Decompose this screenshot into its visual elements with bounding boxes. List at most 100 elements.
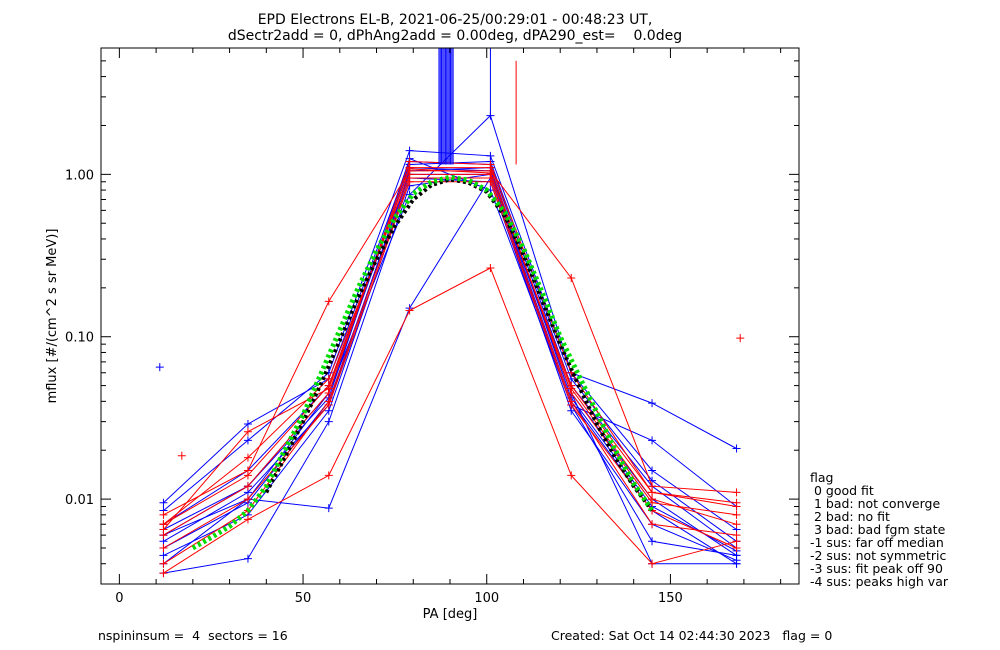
data-point-marker bbox=[159, 559, 168, 568]
series-line-red bbox=[163, 170, 737, 516]
legend: flag 0 good fit 1 bad: not converge 2 ba… bbox=[810, 470, 949, 589]
data-point-marker bbox=[159, 510, 168, 519]
data-point-marker bbox=[567, 273, 576, 282]
series-line-red bbox=[163, 267, 737, 574]
data-point-marker bbox=[648, 520, 657, 529]
data-point-marker bbox=[648, 559, 657, 568]
legend-item: 1 bad: not converge bbox=[810, 496, 940, 511]
x-tick-label: 50 bbox=[295, 591, 312, 606]
series-line-blue bbox=[163, 150, 737, 530]
legend-item: -1 sus: far off median bbox=[810, 535, 944, 550]
data-layer bbox=[155, 48, 745, 578]
data-point-marker bbox=[405, 177, 414, 186]
series-line-blue bbox=[163, 173, 737, 574]
x-tick-label: 150 bbox=[658, 591, 683, 606]
chart-subtitle: dSectr2add = 0, dPhAng2add = 0.00deg, dP… bbox=[228, 28, 682, 44]
axis-layer: 0 50 100 150 0.01 0.10 1.00 bbox=[65, 47, 799, 606]
x-tick-label: 100 bbox=[474, 591, 499, 606]
legend-item: -3 sus: fit peak off 90 bbox=[810, 561, 943, 576]
outlier-point bbox=[177, 451, 186, 460]
series-line-red bbox=[163, 177, 737, 565]
data-point-marker bbox=[243, 436, 252, 445]
data-point-marker bbox=[648, 537, 657, 546]
legend-item: 3 bad: bad fgm state bbox=[810, 522, 946, 537]
data-point-marker bbox=[324, 297, 333, 306]
legend-title: flag bbox=[810, 470, 833, 485]
series-line-blue bbox=[163, 157, 737, 556]
outlier-point bbox=[736, 334, 745, 343]
data-point-marker bbox=[243, 554, 252, 563]
y-tick-label: 0.01 bbox=[65, 493, 94, 508]
data-point-marker bbox=[243, 471, 252, 480]
data-point-marker bbox=[567, 400, 576, 409]
data-point-marker bbox=[732, 510, 741, 519]
data-point-marker bbox=[732, 559, 741, 568]
series-line-red bbox=[163, 173, 737, 525]
data-point-marker bbox=[324, 389, 333, 398]
data-point-marker bbox=[732, 537, 741, 546]
data-point-marker bbox=[324, 504, 333, 513]
data-point-marker bbox=[732, 502, 741, 511]
series-line-red bbox=[163, 168, 737, 525]
chart-title: EPD Electrons EL-B, 2021-06-25/00:29:01 … bbox=[258, 12, 653, 28]
series-line-blue bbox=[163, 114, 737, 536]
fit-curve-green bbox=[191, 174, 655, 551]
data-point-marker bbox=[486, 168, 495, 177]
data-point-marker bbox=[486, 160, 495, 169]
data-point-marker bbox=[324, 471, 333, 480]
x-axis-label: PA [deg] bbox=[423, 607, 478, 622]
data-point-marker bbox=[486, 177, 495, 186]
series-line-blue bbox=[163, 173, 737, 565]
data-point-marker bbox=[405, 157, 414, 166]
legend-item: 0 good fit bbox=[810, 483, 874, 498]
data-point-marker bbox=[405, 146, 414, 155]
data-point-marker bbox=[243, 482, 252, 491]
series-line-red bbox=[163, 167, 737, 530]
data-point-marker bbox=[159, 498, 168, 507]
data-point-marker bbox=[732, 520, 741, 529]
legend-item: -4 sus: peaks high var bbox=[810, 574, 949, 589]
data-point-marker bbox=[159, 531, 168, 540]
data-point-marker bbox=[567, 384, 576, 393]
data-point-marker bbox=[243, 427, 252, 436]
data-point-marker bbox=[405, 306, 414, 315]
data-point-marker bbox=[159, 569, 168, 578]
series-line-blue bbox=[163, 167, 737, 552]
data-point-marker bbox=[732, 444, 741, 453]
data-point-marker bbox=[486, 264, 495, 273]
data-point-marker bbox=[324, 417, 333, 426]
data-point-marker bbox=[159, 543, 168, 552]
data-point-marker bbox=[405, 164, 414, 173]
series-line-red bbox=[163, 181, 737, 549]
outlier-point bbox=[155, 363, 164, 372]
data-point-marker bbox=[567, 471, 576, 480]
data-point-marker bbox=[648, 488, 657, 497]
data-point-marker bbox=[324, 400, 333, 409]
footer-left: nspininsum = 4 sectors = 16 bbox=[98, 628, 288, 643]
data-point-marker bbox=[159, 551, 168, 560]
data-point-marker bbox=[648, 495, 657, 504]
data-point-marker bbox=[324, 381, 333, 390]
data-point-marker bbox=[732, 543, 741, 552]
y-tick-label: 1.00 bbox=[65, 168, 94, 183]
y-tick-label: 0.10 bbox=[65, 331, 94, 346]
series-line-red bbox=[163, 160, 737, 536]
legend-item: 2 bad: no fit bbox=[810, 509, 890, 524]
data-point-marker bbox=[243, 453, 252, 462]
data-point-marker bbox=[648, 436, 657, 445]
plot-frame bbox=[100, 47, 800, 585]
x-tick-label: 0 bbox=[115, 591, 123, 606]
data-point-marker bbox=[243, 420, 252, 429]
data-point-marker bbox=[648, 399, 657, 408]
data-point-marker bbox=[648, 466, 657, 475]
data-point-marker bbox=[732, 551, 741, 560]
data-point-marker bbox=[243, 495, 252, 504]
y-axis-label: mflux [#/(cm^2 s sr MeV)] bbox=[45, 229, 60, 404]
clipped-data bbox=[155, 48, 745, 578]
footer-right: Created: Sat Oct 14 02:44:30 2023 flag =… bbox=[551, 628, 832, 643]
data-point-marker bbox=[732, 488, 741, 497]
series-line-blue bbox=[163, 176, 737, 565]
data-point-marker bbox=[243, 515, 252, 524]
data-point-marker bbox=[159, 520, 168, 529]
